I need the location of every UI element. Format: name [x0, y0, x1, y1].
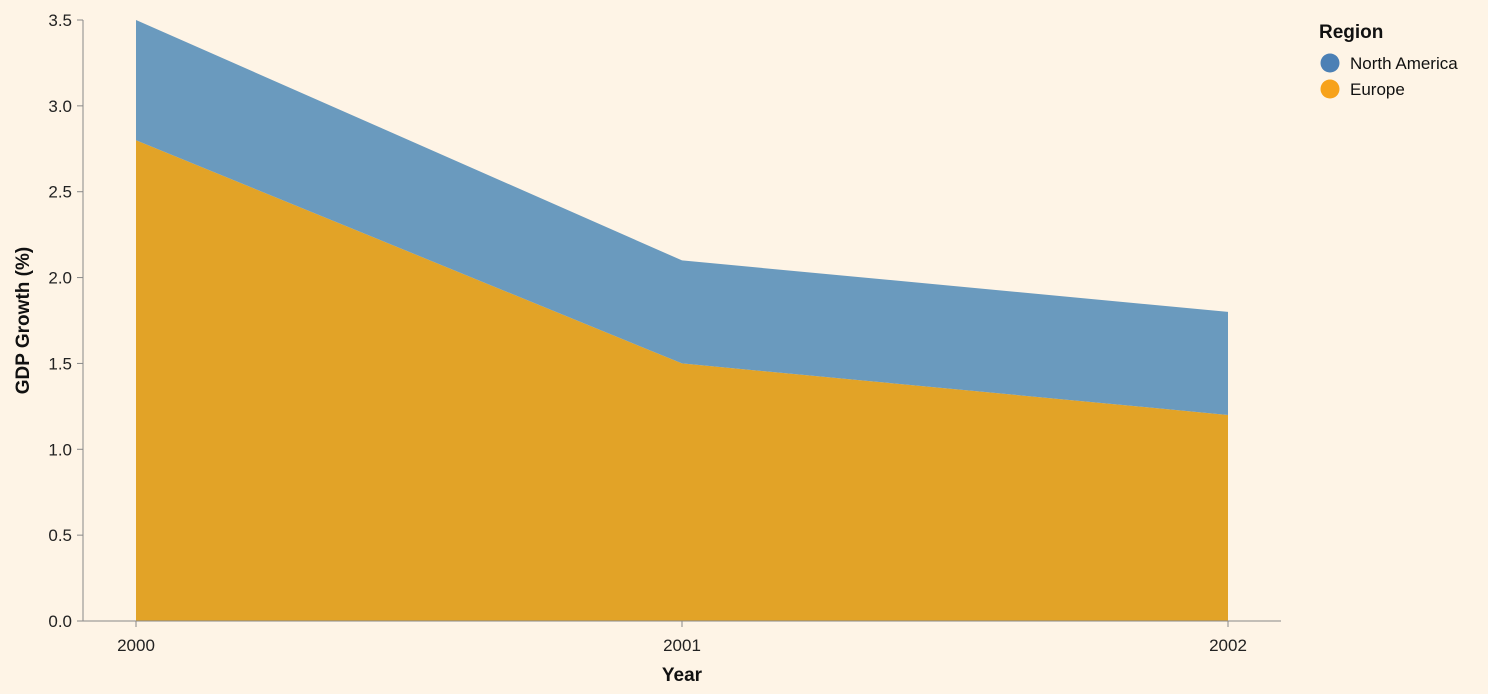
legend-label: North America — [1350, 54, 1458, 73]
y-tick-label: 2.0 — [48, 269, 72, 288]
legend-title: Region — [1319, 22, 1383, 43]
y-tick-label: 1.0 — [48, 440, 72, 459]
y-tick-label: 3.5 — [48, 11, 72, 30]
area-europe — [136, 140, 1228, 621]
x-axis-title: Year — [662, 665, 703, 686]
y-tick-label: 0.5 — [48, 526, 72, 545]
y-tick-label: 2.5 — [48, 183, 72, 202]
plot-areas — [136, 20, 1228, 621]
x-tick-label: 2001 — [663, 636, 701, 655]
y-axis-title: GDP Growth (%) — [13, 247, 34, 394]
y-tick-label: 1.5 — [48, 354, 72, 373]
legend-label: Europe — [1350, 80, 1405, 99]
area-north-america — [136, 20, 1228, 415]
legend-swatch — [1320, 53, 1340, 73]
legend-swatch — [1320, 79, 1340, 99]
y-tick-label: 0.0 — [48, 612, 72, 631]
axes: 0.0 0.5 1.0 1.5 2.0 2.5 3.0 3.5 2000 2001 2002 — [48, 11, 1281, 655]
y-tick-label: 3.0 — [48, 97, 72, 116]
x-tick-label: 2002 — [1209, 636, 1247, 655]
x-tick-label: 2000 — [117, 636, 155, 655]
legend: Region North America Europe — [1319, 22, 1458, 99]
